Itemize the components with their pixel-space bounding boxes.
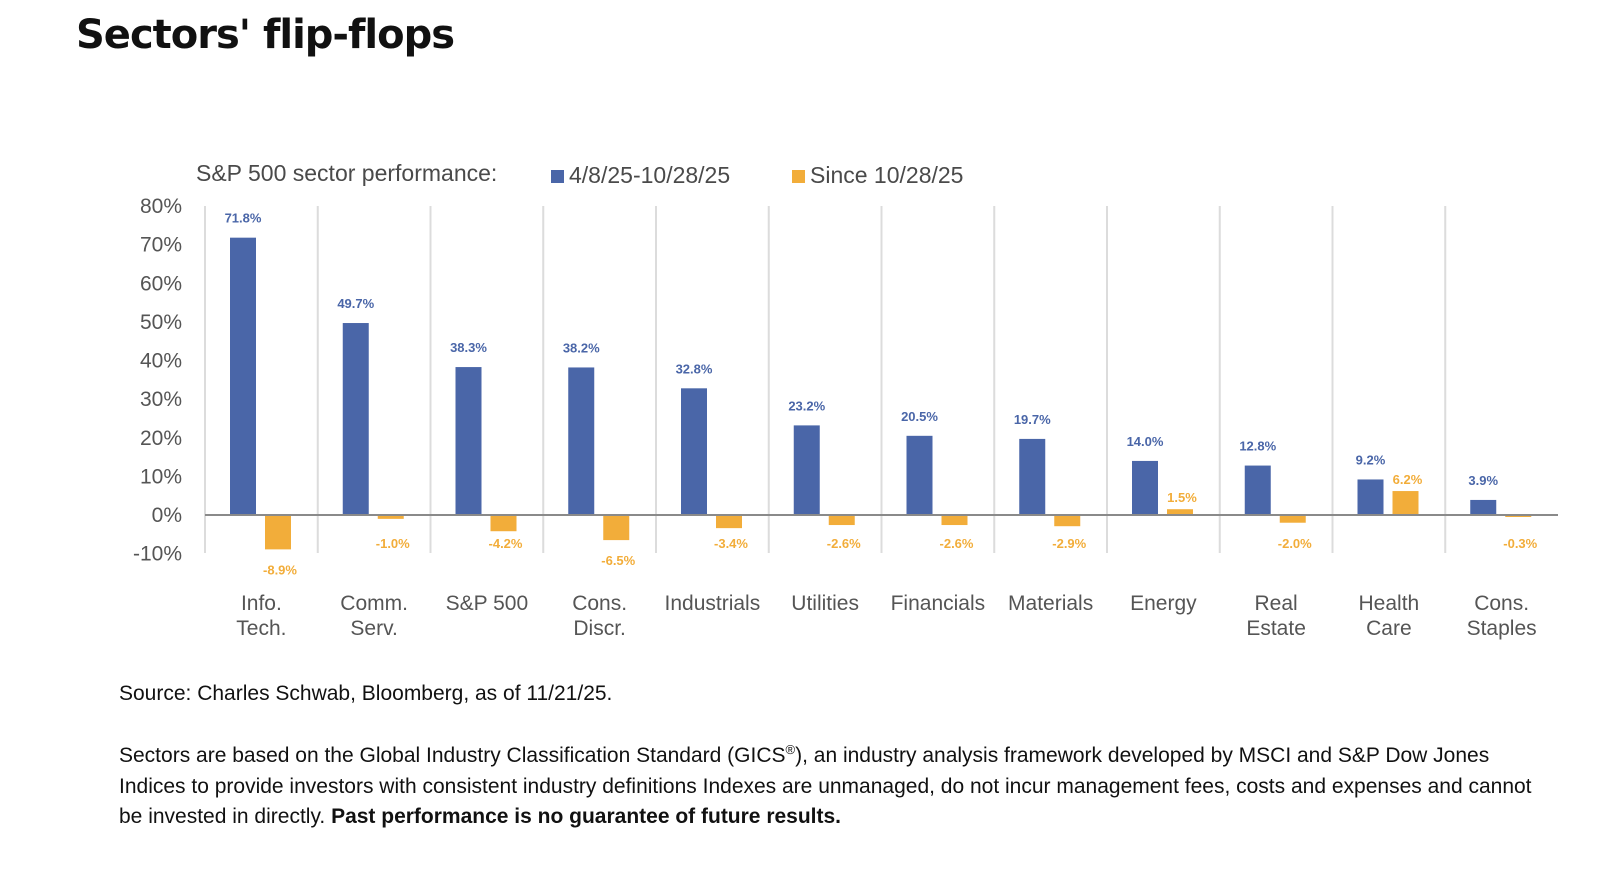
y-tick-label: 60% — [140, 272, 182, 295]
data-label-series-1: 12.8% — [1239, 439, 1276, 454]
bar-4/8/25-10/28/25 — [1244, 465, 1271, 515]
x-tick-label: Staples — [1467, 617, 1537, 640]
data-label-series-1: 14.0% — [1127, 434, 1164, 449]
bar-Since 10/28/25 — [377, 515, 404, 519]
y-tick-label: 30% — [140, 388, 182, 411]
bar-4/8/25-10/28/25 — [1357, 479, 1384, 515]
legend-swatch-1 — [551, 170, 564, 183]
data-label-series-1: 19.7% — [1014, 412, 1051, 427]
y-tick-label: 50% — [140, 311, 182, 334]
bar-Since 10/28/25 — [603, 515, 630, 541]
disclaimer-note: Sectors are based on the Global Industry… — [119, 741, 1559, 833]
page-title: Sectors' flip-flops — [76, 12, 455, 58]
data-label-series-1: 9.2% — [1356, 452, 1386, 467]
x-tick-label: Industrials — [665, 592, 761, 615]
x-tick-label: Energy — [1130, 592, 1197, 615]
x-tick-label: Discr. — [573, 617, 626, 640]
data-label-series-2: 1.5% — [1167, 490, 1197, 505]
legend-swatch-2 — [792, 170, 805, 183]
x-tick-label: Cons. — [572, 592, 627, 615]
x-tick-label: Tech. — [236, 617, 286, 640]
data-label-series-1: 32.8% — [676, 361, 713, 376]
y-tick-label: 40% — [140, 350, 182, 373]
x-tick-label: Utilities — [791, 592, 859, 615]
y-tick-label: -10% — [133, 543, 182, 566]
x-tick-label: Info. — [241, 592, 282, 615]
data-label-series-1: 38.3% — [450, 340, 487, 355]
data-label-series-1: 23.2% — [788, 398, 825, 413]
bar-Since 10/28/25 — [1279, 515, 1306, 523]
x-tick-label: Comm. — [340, 592, 408, 615]
data-label-series-2: -2.6% — [940, 536, 974, 551]
bar-4/8/25-10/28/25 — [230, 237, 256, 516]
bar-Since 10/28/25 — [941, 515, 968, 526]
x-tick-label: Serv. — [350, 617, 397, 640]
data-label-series-2: -8.9% — [263, 562, 297, 577]
x-tick-label: S&P 500 — [446, 592, 529, 615]
data-label-series-2: -2.0% — [1278, 536, 1312, 551]
bar-Since 10/28/25 — [1392, 491, 1419, 515]
bar-4/8/25-10/28/25 — [1132, 460, 1158, 515]
bar-Since 10/28/25 — [265, 515, 291, 550]
y-tick-label: 70% — [140, 234, 182, 257]
data-label-series-1: 38.2% — [563, 340, 600, 355]
y-tick-label: 80% — [140, 195, 182, 218]
data-label-series-1: 49.7% — [337, 296, 374, 311]
bar-4/8/25-10/28/25 — [1019, 438, 1046, 515]
bar-chart: S&P 500 sector performance: 4/8/25-10/28/… — [133, 160, 1558, 640]
legend-label-1: 4/8/25-10/28/25 — [569, 162, 730, 188]
bar-4/8/25-10/28/25 — [793, 425, 820, 515]
bar-4/8/25-10/28/25 — [906, 435, 933, 515]
data-label-series-1: 20.5% — [901, 409, 938, 424]
x-tick-label: Estate — [1246, 617, 1306, 640]
bar-Since 10/28/25 — [828, 515, 855, 526]
data-label-series-2: -0.3% — [1503, 536, 1537, 551]
y-tick-label: 0% — [152, 504, 182, 527]
bar-Since 10/28/25 — [490, 515, 517, 532]
bar-4/8/25-10/28/25 — [568, 367, 595, 515]
y-tick-label: 20% — [140, 427, 182, 450]
data-label-series-2: -1.0% — [376, 536, 410, 551]
data-label-series-2: -3.4% — [714, 536, 748, 551]
x-tick-label: Care — [1366, 617, 1412, 640]
data-label-series-1: 71.8% — [225, 211, 262, 226]
bar-4/8/25-10/28/25 — [681, 388, 707, 515]
x-tick-label: Real — [1255, 592, 1298, 615]
bar-Since 10/28/25 — [1167, 509, 1193, 515]
x-tick-label: Cons. — [1474, 592, 1529, 615]
data-label-series-2: 6.2% — [1393, 472, 1423, 487]
disclaimer-text-2: ), an industry analysis framework develo… — [119, 744, 1532, 828]
bar-4/8/25-10/28/25 — [1470, 499, 1497, 515]
bar-Since 10/28/25 — [1054, 515, 1081, 527]
x-tick-label: Financials — [891, 592, 986, 615]
bar-4/8/25-10/28/25 — [455, 367, 482, 515]
bar-Since 10/28/25 — [716, 515, 742, 529]
data-label-series-2: -6.5% — [601, 553, 635, 568]
data-label-series-1: 3.9% — [1468, 473, 1498, 488]
x-tick-label: Materials — [1008, 592, 1093, 615]
source-note: Source: Charles Schwab, Bloomberg, as of… — [119, 682, 613, 705]
chart-title: S&P 500 sector performance: — [196, 160, 497, 186]
y-tick-label: 10% — [140, 465, 182, 488]
data-label-series-2: -4.2% — [489, 536, 523, 551]
x-tick-label: Health — [1359, 592, 1420, 615]
disclaimer-bold: Past performance is no guarantee of futu… — [331, 805, 842, 828]
legend-label-2: Since 10/28/25 — [810, 162, 963, 188]
bar-4/8/25-10/28/25 — [342, 323, 369, 515]
data-label-series-2: -2.6% — [827, 536, 861, 551]
disclaimer-text-1: Sectors are based on the Global Industry… — [119, 744, 786, 767]
registered-mark: ® — [785, 742, 796, 757]
data-label-series-2: -2.9% — [1052, 536, 1086, 551]
